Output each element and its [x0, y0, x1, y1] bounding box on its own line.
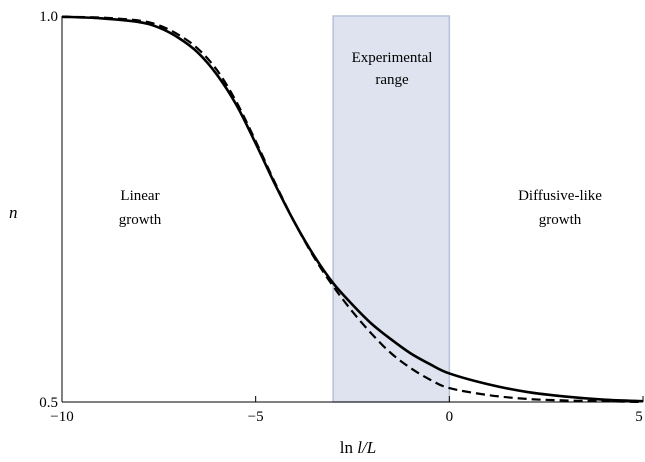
experimental-range-label-line2: range — [375, 72, 409, 88]
x-tick-label: −5 — [248, 409, 264, 425]
linear-growth-label-line1: Linear — [120, 188, 159, 204]
x-axis-label: ln l/L — [340, 438, 376, 457]
linear-growth-label-line2: growth — [119, 212, 162, 228]
diffusive-growth-label-line2: growth — [539, 212, 582, 228]
dashed-curve — [61, 15, 644, 404]
y-axis-label: n — [9, 203, 18, 222]
x-tick-label: −10 — [50, 409, 73, 425]
solid-curve — [61, 15, 644, 403]
x-axis-label-prefix: ln — [340, 438, 357, 457]
tick-group: −10 −5 0 5 0.5 1.0 — [39, 9, 644, 425]
x-axis-label-main: l/L — [357, 438, 376, 457]
series-group — [61, 15, 644, 404]
y-tick-label: 1.0 — [39, 9, 58, 25]
experimental-range-label-line1: Experimental — [352, 50, 433, 66]
x-tick-label: 0 — [446, 409, 454, 425]
diffusive-growth-label-line1: Diffusive-like — [518, 188, 602, 204]
x-tick-label: 5 — [635, 409, 643, 425]
y-tick-label: 0.5 — [39, 395, 58, 411]
experimental-range-band — [332, 15, 451, 403]
